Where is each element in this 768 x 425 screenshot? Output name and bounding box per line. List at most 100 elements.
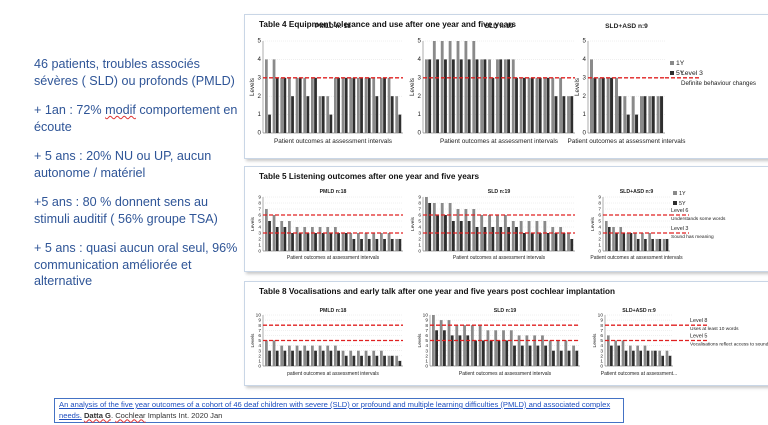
- bar-5y: [530, 233, 534, 251]
- bar-1y: [272, 340, 276, 366]
- bar-5y: [352, 77, 356, 133]
- bar-1y: [425, 197, 428, 251]
- bar-1y: [334, 77, 337, 133]
- bar-5y: [268, 350, 271, 366]
- bar-5y: [329, 114, 333, 133]
- bar-1y: [311, 227, 314, 251]
- bar-5y: [321, 350, 325, 366]
- bar-5y: [528, 345, 532, 366]
- bar-5y: [505, 340, 509, 366]
- y-tick-label: 5: [418, 38, 422, 45]
- bar-5y: [435, 330, 439, 366]
- bar-5y: [321, 233, 325, 251]
- bar-1y: [387, 355, 391, 366]
- bar-1y: [470, 325, 474, 366]
- y-tick-label: 2: [258, 93, 262, 100]
- bar-5y: [451, 59, 455, 133]
- bar-5y: [661, 355, 665, 366]
- bar-1y: [651, 350, 654, 366]
- bar-5y: [474, 340, 477, 366]
- y-tick-label: 4: [258, 343, 261, 349]
- citation-journal: Implants Int. 2020 Jan: [145, 410, 223, 420]
- bar-1y: [655, 239, 659, 251]
- x-axis-label: Patient outcomes at assessment intervals: [274, 138, 392, 145]
- y-tick-label: 4: [600, 343, 603, 349]
- y-tick-label: 5: [258, 38, 262, 45]
- y-tick-label: 4: [583, 56, 587, 63]
- summary-point-3: + 5 ans : 20% NU ou UP, aucun autonome /…: [34, 149, 212, 180]
- table-5-title: Table 5 Listening outcomes after one yea…: [259, 172, 480, 181]
- y-tick-label: 8: [600, 323, 603, 329]
- y-tick-label: 5: [598, 219, 601, 225]
- table-4-panel: Table 4 Equipment tolerance and use afte…: [244, 14, 768, 159]
- table-8-panel: Table 8 Vocalisations and early talk aft…: [244, 281, 768, 386]
- bar-1y: [326, 96, 330, 133]
- bar-1y: [559, 77, 563, 133]
- y-tick-label: 5: [258, 219, 261, 225]
- y-tick-label: 3: [583, 74, 587, 81]
- y-axis-label: Levels: [410, 216, 416, 230]
- bar-5y: [575, 350, 579, 366]
- y-tick-label: 5: [418, 219, 421, 225]
- y-tick-label: 1: [425, 359, 428, 365]
- x-axis-label: Patient outcomes at assessment intervals: [568, 138, 686, 145]
- bar-1y: [480, 59, 484, 133]
- y-axis-label: Levels: [417, 333, 423, 347]
- bar-5y: [444, 59, 447, 133]
- bar-1y: [551, 227, 555, 251]
- bar-5y: [601, 77, 605, 133]
- threshold-label: Level 8: [690, 318, 707, 324]
- table-5-panel: Table 5 Listening outcomes after one yea…: [244, 166, 768, 272]
- y-tick-label: 0: [258, 130, 262, 137]
- bar-1y: [425, 59, 428, 133]
- bar-1y: [665, 350, 669, 366]
- bar-1y: [372, 233, 376, 251]
- group-title: SLD+ASD n:9: [620, 189, 654, 195]
- bar-5y: [428, 203, 432, 251]
- bar-1y: [614, 340, 617, 366]
- summary-point-1: 46 patients, troubles associés sévères (…: [34, 57, 235, 88]
- y-axis-label: Levels: [250, 333, 256, 347]
- group-title: SLD+ASD n:9: [622, 308, 656, 314]
- y-tick-label: 0: [258, 249, 261, 255]
- summary-text: 46 patients, troubles associés sévères (…: [34, 56, 239, 303]
- bar-1y: [295, 345, 299, 366]
- bar-1y: [572, 345, 576, 366]
- bar-1y: [318, 96, 322, 133]
- bar-5y: [283, 350, 287, 366]
- bar-1y: [334, 345, 337, 366]
- citation-link[interactable]: An analysis of the five year outcomes of…: [59, 400, 611, 420]
- bar-1y: [525, 335, 529, 366]
- bar-1y: [658, 350, 661, 366]
- bar-5y: [337, 233, 340, 251]
- bar-5y: [375, 239, 379, 251]
- bar-5y: [390, 355, 394, 366]
- bar-1y: [463, 325, 466, 366]
- bar-5y: [507, 227, 511, 251]
- bar-5y: [499, 227, 503, 251]
- y-tick-label: 9: [418, 195, 421, 201]
- bar-5y: [329, 350, 333, 366]
- bar-1y: [272, 59, 276, 133]
- y-tick-label: 9: [425, 318, 428, 324]
- bar-5y: [570, 96, 574, 133]
- bar-5y: [513, 345, 516, 366]
- x-axis-label: Patient outcomes at assessment intervals: [440, 138, 558, 145]
- bar-1y: [631, 96, 635, 133]
- bar-5y: [629, 233, 633, 251]
- bar-1y: [527, 77, 531, 133]
- bar-1y: [372, 350, 376, 366]
- threshold-label: Level 3: [671, 226, 688, 232]
- y-tick-label: 9: [258, 318, 261, 324]
- y-tick-label: 6: [600, 333, 603, 339]
- y-tick-label: 3: [418, 231, 421, 237]
- y-tick-label: 1: [258, 359, 261, 365]
- bar-1y: [456, 209, 460, 251]
- bar-5y: [451, 221, 455, 251]
- chart-group-0-2: SLD+ASD n:9 0 1 2 3 4 5 Levels Patient outcomes …: [568, 23, 686, 145]
- bar-1y: [364, 77, 368, 133]
- y-tick-label: 7: [600, 328, 603, 334]
- bar-1y: [318, 227, 322, 251]
